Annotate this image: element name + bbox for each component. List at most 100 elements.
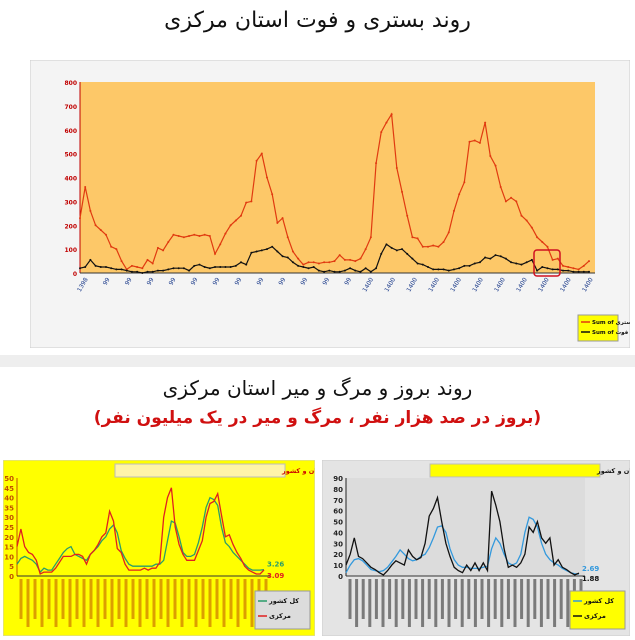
data-point [354,260,357,263]
x-tick-label-mark [533,579,537,619]
data-point [229,266,232,269]
data-point [89,258,92,261]
x-tick-label-mark [414,579,418,619]
y-tick-label: 20 [333,551,343,559]
y-tick-label: 700 [64,104,77,111]
data-point [240,214,243,217]
data-point [499,255,502,258]
data-point [416,262,419,265]
data-point [530,226,533,229]
data-point [214,252,217,255]
y-tick-label: 100 [64,247,77,254]
x-tick-label-mark [460,579,464,627]
data-point [395,249,398,252]
data-point [562,269,565,272]
data-point [240,261,243,264]
y-tick-label: 800 [64,80,77,87]
data-point [473,262,476,265]
data-point [541,240,544,243]
data-point [136,266,139,269]
data-point [385,243,388,246]
data-point [442,268,445,271]
data-point [447,269,450,272]
data-point [546,245,549,248]
data-point [572,267,575,270]
y-tick-label: 70 [333,497,343,505]
data-point [380,131,383,134]
x-tick-label-mark [559,579,563,619]
series-line [345,490,580,576]
data-point [343,269,346,272]
data-point [489,155,492,158]
data-point [224,266,227,269]
data-point [115,248,118,251]
data-point [317,262,320,265]
x-tick-label: 99 [299,276,309,286]
y-tick-label: 10 [333,562,343,570]
data-point [349,258,352,261]
bottom-heading: روند بروز و مرگ و میر استان مرکزی [162,376,473,400]
legend [569,590,626,630]
x-tick-label-mark [526,579,530,627]
data-point [276,250,279,253]
data-point [281,255,284,258]
x-tick-label-mark [368,579,372,627]
plot-area [346,478,585,576]
legend-label: کل کشور [583,597,614,605]
data-point [271,193,274,196]
x-tick-label-mark [388,579,392,619]
x-tick-label-mark [427,579,431,619]
y-tick-label: 90 [333,475,343,483]
data-point [515,200,518,203]
data-point [177,267,180,270]
data-point [421,245,424,248]
data-point [489,257,492,260]
data-point [567,269,570,272]
x-tick-label-mark [173,579,177,619]
data-point [556,257,559,260]
x-tick-label-mark [473,579,477,627]
data-point [130,264,133,267]
y-tick-label: 5 [9,563,14,571]
x-tick-label-mark [506,579,510,619]
x-tick-label-mark [361,579,365,619]
legend-label: کل کشور [268,597,299,605]
data-point [432,244,435,247]
x-tick-label-mark [201,579,205,619]
x-tick-label: 99 [343,276,353,286]
data-point [426,245,429,248]
end-value-label: 2.69 [582,565,599,573]
data-point [198,234,201,237]
data-point [572,270,575,273]
x-tick-label: 99 [212,276,222,286]
data-point [588,260,590,263]
plot-area [80,82,595,273]
data-point [208,267,211,270]
data-point [551,268,554,271]
x-tick-label-mark [138,579,142,627]
data-point [110,267,113,270]
y-tick-label: 0 [9,573,14,581]
data-point [369,236,372,239]
data-point [577,268,580,271]
data-point [375,267,378,270]
data-point [193,233,196,236]
data-point [291,250,294,253]
x-tick-label-mark [434,579,438,627]
x-tick-label-mark [222,579,226,627]
x-tick-label-mark [520,579,524,619]
x-tick-label-mark [187,579,191,619]
data-point [442,240,445,243]
x-tick-label-mark [546,579,550,619]
data-point [141,272,144,274]
data-point [562,264,565,267]
data-point [458,193,461,196]
data-point [504,200,507,203]
data-point [193,264,196,267]
data-point [364,267,367,270]
data-point [323,261,326,264]
data-point [260,152,263,155]
data-point [556,268,559,271]
data-point [250,200,253,203]
data-point [203,266,206,269]
